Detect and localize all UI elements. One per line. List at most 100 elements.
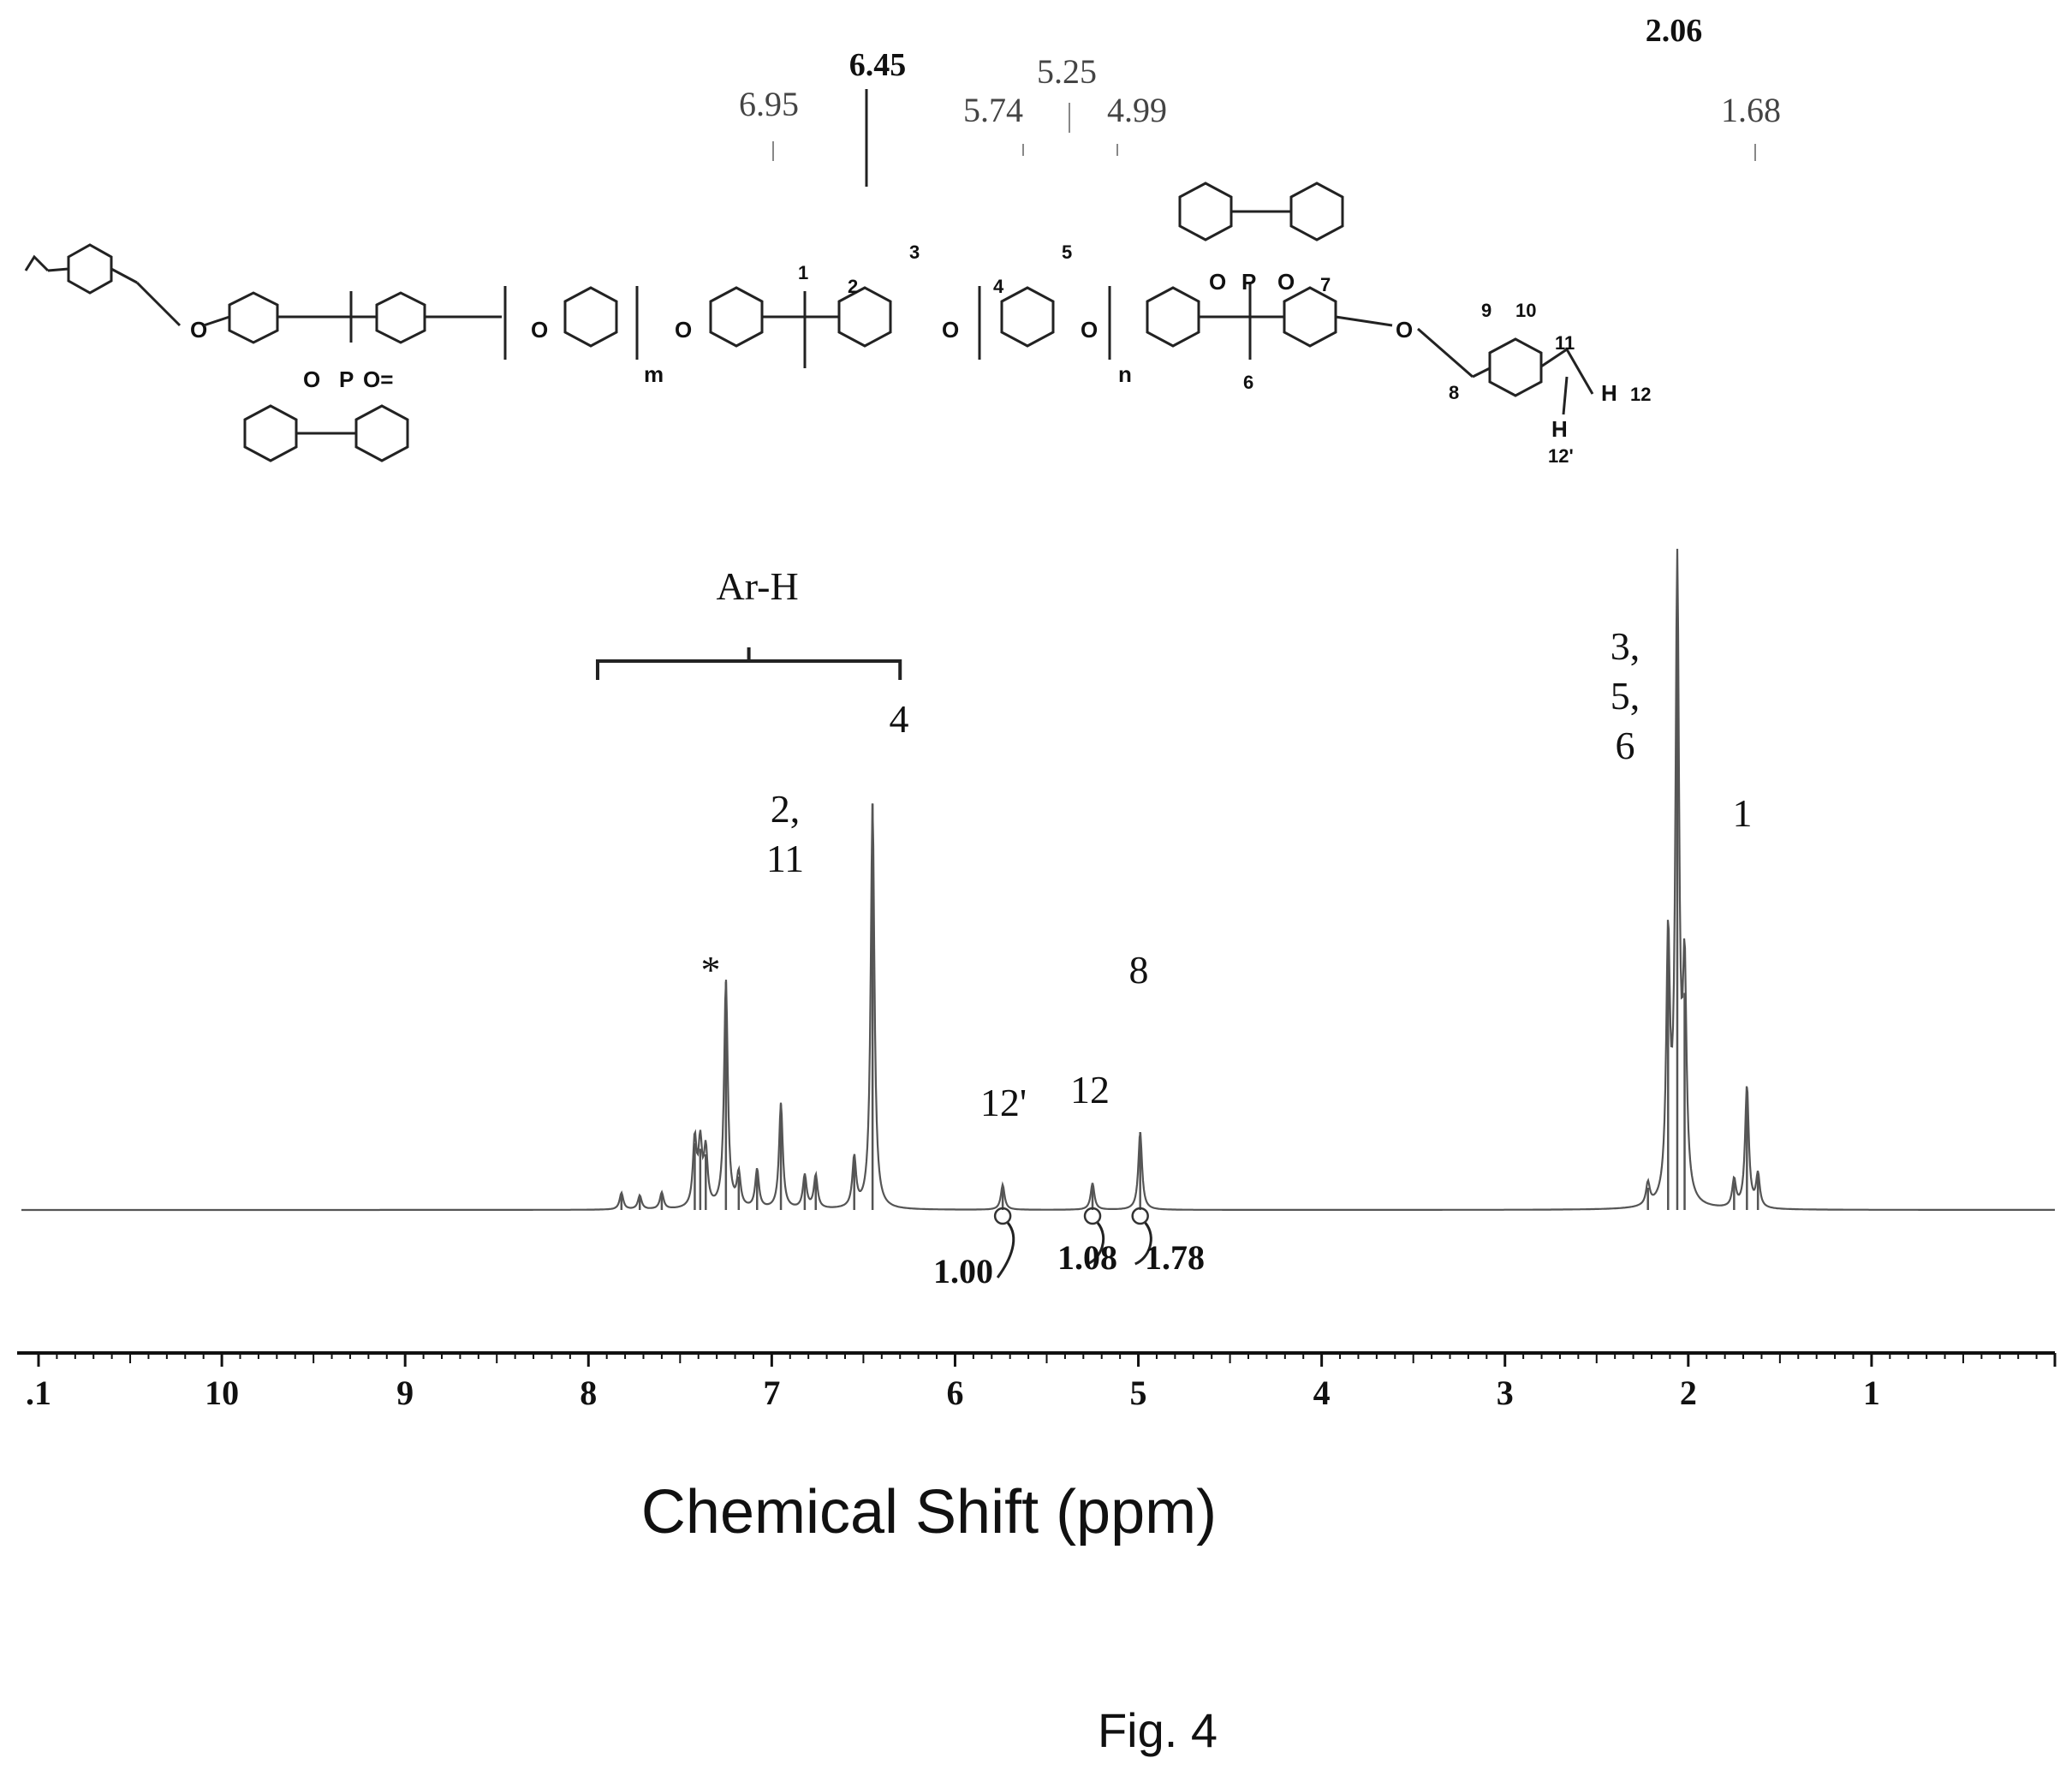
position-label: 6 [1243,372,1253,393]
integral-marker [993,1207,1012,1225]
benzene-ring [1146,286,1200,348]
integral-curve [1134,1222,1152,1266]
oxygen-atom-label: O [675,317,692,343]
oxygen-atom-label: O [1081,317,1098,343]
peak-position-label: 2.06 [1646,13,1703,49]
x-tick-label: .1 [26,1374,51,1412]
benzene-ring [228,291,279,344]
benzene-ring [1178,182,1233,241]
integral-value: 1.00 [933,1252,993,1290]
oxygen-atom-label: O [303,367,320,392]
carbonyl-oxygen-label: O= [363,367,393,392]
peak-assignment-line: 12 [1070,1068,1110,1111]
benzene-ring [837,286,892,348]
x-tick-label: 8 [580,1374,597,1412]
x-tick-label: 6 [946,1374,963,1412]
benzene-ring [1000,286,1055,348]
bond [1417,327,1474,378]
position-label: 5 [1062,241,1072,263]
peak-assignment-label: 3, 5, 6 [1611,624,1640,767]
bond [1562,376,1569,415]
benzene-ring [563,286,618,348]
benzene-ring [243,404,298,462]
x-tick-label: 9 [396,1374,414,1412]
x-tick-label: 2 [1680,1374,1697,1412]
peak-position-label: 1.68 [1721,91,1781,129]
oxygen-atom-label: O [1209,269,1226,295]
hydrogen-atom-label: H [1601,380,1617,406]
peak-assignment-line: 12' [980,1081,1027,1124]
spectrum-trace [21,548,2055,1212]
x-tick-label: 4 [1313,1374,1331,1412]
phosphorus-atom-label: P [1241,269,1256,295]
x-tick-label: 10 [205,1374,239,1412]
peak-assignment-line: 8 [1129,948,1149,992]
peak-position-label: 6.95 [739,85,799,123]
benzene-ring [1289,182,1344,241]
benzene-ring [1283,286,1337,348]
phosphorus-atom-label: P [339,367,354,392]
hydrogen-atom-label: H [1551,416,1568,442]
x-tick-label: 3 [1497,1374,1514,1412]
peak-assignment-line: 2, [771,787,801,831]
peak-assignment-line: 3, [1611,624,1640,668]
region-bracket: Ar-H [595,564,902,680]
peak-position-label: 6.45 [849,47,907,83]
ar-h-label: Ar-H [717,564,799,608]
repeat-n-label: n [1118,361,1132,387]
oxygen-atom-label: O [1277,269,1295,295]
oxygen-atom-label: O [1396,317,1413,343]
bond [1565,349,1594,395]
integral-marker [1083,1207,1102,1225]
integral-curve [996,1222,1015,1278]
peak-assignment-label: 12' [980,1081,1027,1124]
bond [1540,348,1568,368]
x-axis: .1 10 9 8 7 6 5 4 3 2 1 [17,1351,2057,1412]
x-tick-label: 1 [1863,1374,1880,1412]
peak-assignment-label: 12 [1070,1068,1110,1111]
peak-position-label: 5.74 [963,91,1023,129]
peak-assignment-line: 11 [766,837,804,880]
peak-assignment-label: 8 [1129,948,1149,992]
oxygen-atom-label: O [531,317,548,343]
benzene-ring [354,404,409,462]
vinyl-group-left [24,254,50,272]
position-label: 4 [993,276,1004,297]
peak-assignment-label: 2, 11 [766,787,804,880]
peak-assignment-line: 1 [1733,791,1753,835]
benzene-ring [67,243,113,295]
chemical-structure: O O P O= O m O 1 2 3 O 4 5 O [24,182,1651,467]
figure-label: Fig. 4 [1098,1703,1218,1757]
repeat-m-label: m [644,361,664,387]
bond [1335,315,1393,327]
peak-assignment-line: 4 [890,697,909,741]
peak-assignment-label: 1 [1733,791,1753,835]
integral-curve [1087,1222,1105,1266]
position-label: 3 [909,241,920,263]
x-tick-label: 5 [1130,1374,1147,1412]
bond [203,315,230,327]
peak-position-label: 5.25 [1037,52,1097,91]
benzene-ring [375,291,426,344]
position-label: 2 [848,276,858,297]
integrals: 1.00 1.08 1.78 [933,1207,1205,1290]
position-label: 11 [1555,332,1575,354]
x-tick-label: 7 [763,1374,780,1412]
integral-value: 1.08 [1057,1238,1117,1277]
bond [47,267,69,272]
peak-assignment-label: * [701,948,721,992]
position-label: 12 [1630,384,1651,405]
bond [1472,367,1491,378]
peak-position-label: 4.99 [1107,91,1167,129]
peak-top-labels: 6.95 6.45 5.74 5.25 4.99 2.06 1.68 [739,13,1781,187]
position-label: 8 [1449,382,1459,403]
peak-assignment-line: 5, [1611,674,1640,718]
position-label: 10 [1515,300,1536,321]
position-label: 1 [798,262,808,283]
peak-assignment-line: * [701,948,721,992]
integral-marker [1131,1207,1149,1225]
position-label: 12' [1548,445,1574,467]
oxygen-atom-label: O [190,317,207,343]
